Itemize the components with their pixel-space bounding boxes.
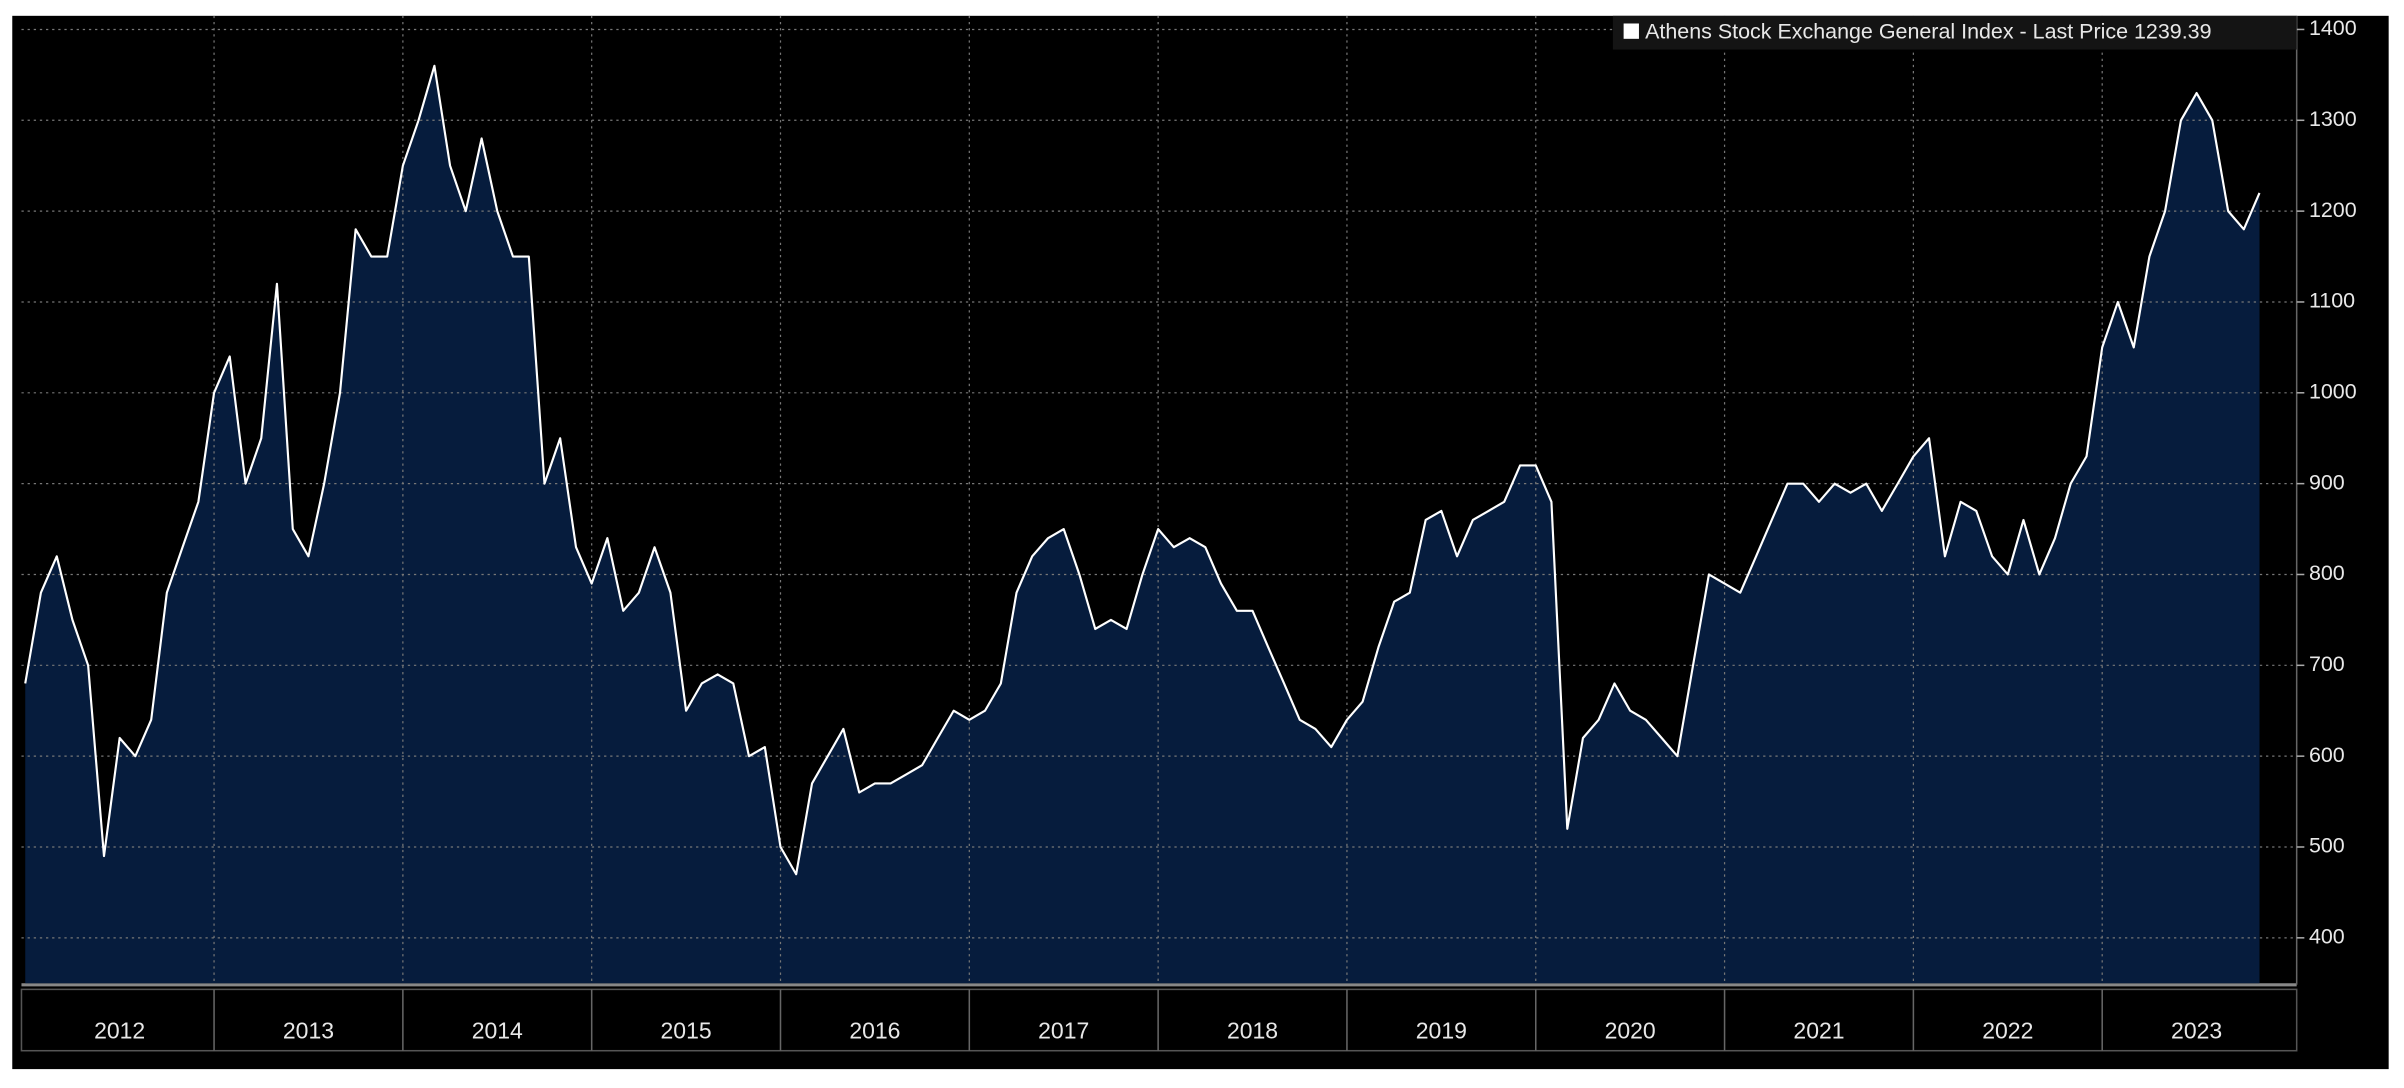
x-tick-label: 2012 bbox=[94, 1017, 145, 1043]
x-tick-label: 2020 bbox=[1605, 1017, 1656, 1043]
y-tick-label: 1300 bbox=[2309, 107, 2357, 131]
legend-swatch bbox=[1623, 23, 1639, 39]
y-tick-label: 1100 bbox=[2309, 289, 2355, 313]
x-tick-label: 2021 bbox=[1793, 1017, 1844, 1043]
x-tick-label: 2017 bbox=[1038, 1017, 1089, 1043]
legend-label: Athens Stock Exchange General Index - La… bbox=[1645, 19, 2211, 43]
x-tick-label: 2016 bbox=[849, 1017, 900, 1043]
y-tick-label: 600 bbox=[2309, 743, 2345, 767]
y-tick-label: 500 bbox=[2309, 834, 2345, 858]
x-tick-label: 2018 bbox=[1227, 1017, 1278, 1043]
y-tick-label: 700 bbox=[2309, 652, 2345, 676]
x-tick-label: 2013 bbox=[283, 1017, 334, 1043]
price-line bbox=[24, 64, 2261, 876]
x-axis-strip bbox=[20, 988, 2298, 1052]
plot: 400 500 600 700 800 900 1000 1100 1200 1300 1400 20… bbox=[21, 15, 2357, 1051]
y-tick-label: 800 bbox=[2309, 561, 2345, 585]
y-tick-label: 900 bbox=[2309, 470, 2345, 494]
x-tick-label: 2014 bbox=[472, 1017, 523, 1043]
y-tick-label: 1000 bbox=[2309, 379, 2357, 403]
y-tick-label: 400 bbox=[2309, 925, 2345, 949]
y-tick-label: 1400 bbox=[2309, 16, 2357, 40]
x-tick-label: 2022 bbox=[1982, 1017, 2033, 1043]
area-fill bbox=[25, 65, 2260, 984]
x-tick-label: 2015 bbox=[661, 1017, 712, 1043]
x-tick-label: 2023 bbox=[2171, 1017, 2222, 1043]
legend-box bbox=[1612, 15, 2297, 50]
x-tick-label: 2019 bbox=[1416, 1017, 1467, 1043]
y-tick-label: 1200 bbox=[2309, 198, 2357, 222]
